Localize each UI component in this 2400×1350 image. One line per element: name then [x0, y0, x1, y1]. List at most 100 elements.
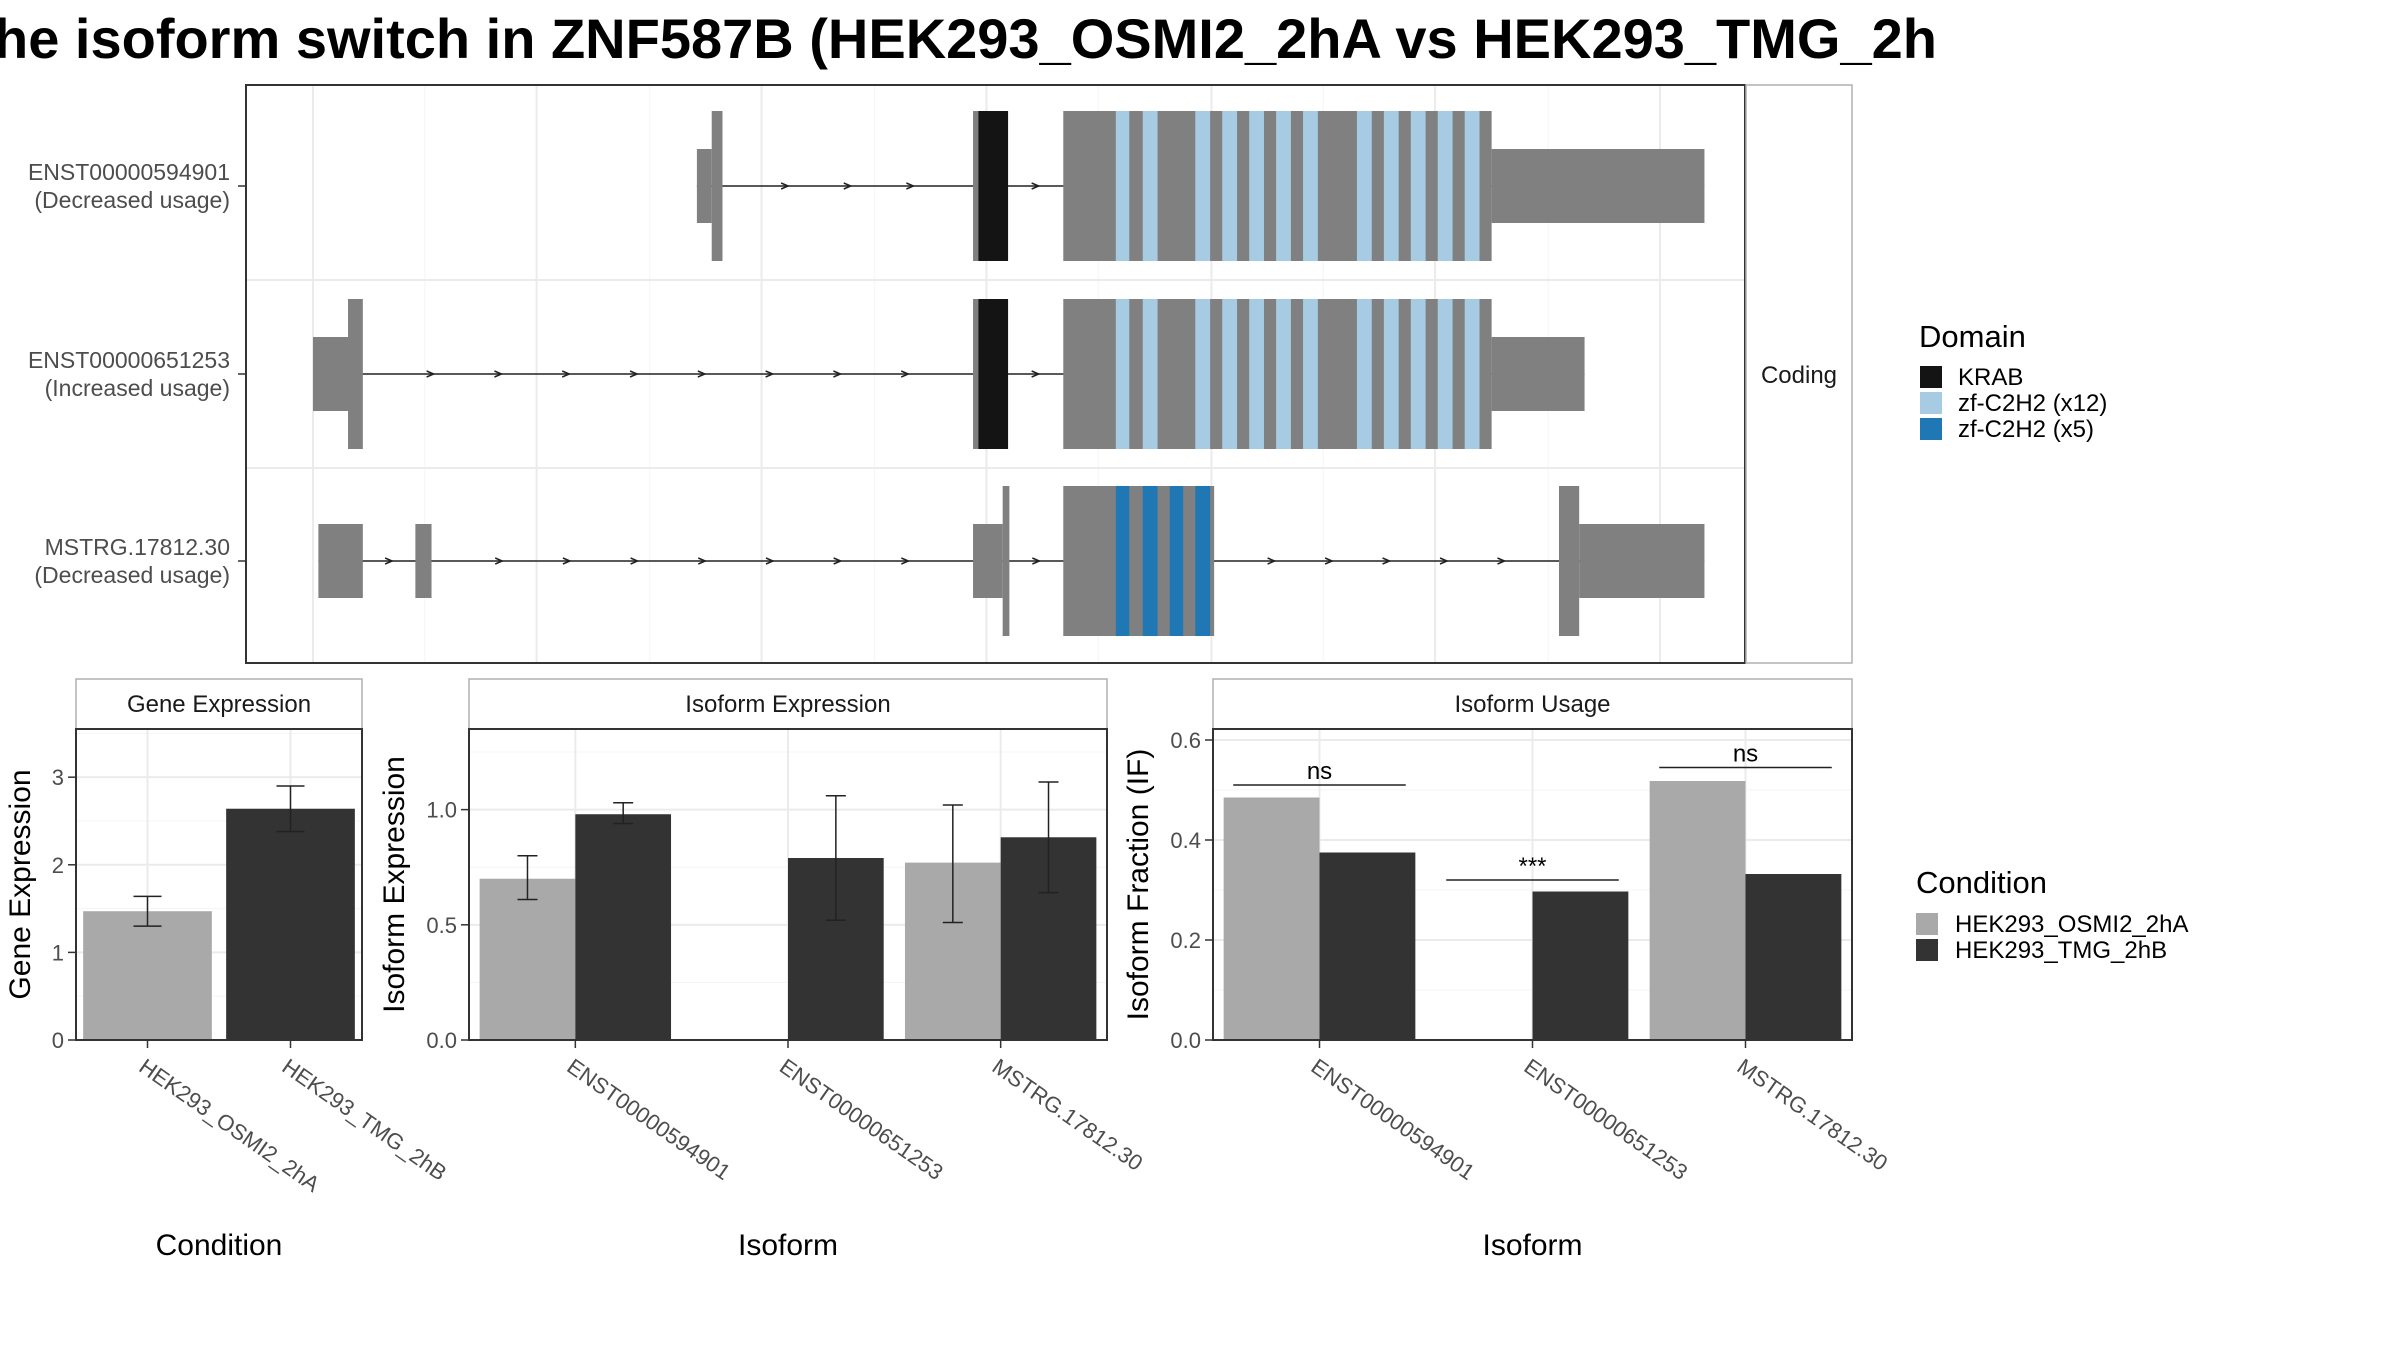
- domain-block: [1195, 111, 1211, 261]
- y-tick-label: 0.6: [1170, 728, 1201, 753]
- direction-arrow: [630, 557, 640, 565]
- legend-domain-label: zf-C2H2 (x12): [1958, 390, 2107, 417]
- domain-block: [1410, 111, 1426, 261]
- exon-block: [1579, 524, 1705, 598]
- domain-block: [1169, 486, 1184, 636]
- figure-title: he isoform switch in ZNF587B (HEK293_OSM…: [0, 7, 1937, 70]
- direction-arrow: [843, 182, 853, 190]
- exon-block: [973, 524, 1003, 598]
- exon-block: [1491, 337, 1585, 411]
- direction-arrow: [1382, 557, 1392, 565]
- domain-block: [978, 111, 1009, 261]
- direction-arrow: [629, 370, 639, 378]
- direction-arrow: [494, 557, 505, 565]
- significance-label: ***: [1518, 853, 1546, 880]
- domain-block: [1276, 299, 1291, 449]
- direction-arrow: [833, 370, 843, 378]
- exon-block: [1063, 486, 1215, 636]
- domain-block: [1115, 111, 1130, 261]
- bar: [575, 814, 672, 1040]
- legend-domain-swatch: [1920, 392, 1942, 414]
- y-tick-label: 0.5: [426, 913, 457, 938]
- domain-block: [1115, 299, 1130, 449]
- direction-arrow: [494, 370, 504, 378]
- direction-arrow: [697, 557, 708, 565]
- direction-arrow: [1439, 557, 1449, 565]
- domain-block: [1222, 111, 1238, 261]
- bar: [1223, 797, 1320, 1040]
- x-axis-title: Isoform: [1482, 1229, 1582, 1262]
- direction-arrow: [765, 557, 775, 565]
- domain-block: [1142, 111, 1158, 261]
- strip-label: Gene Expression: [127, 691, 311, 718]
- exon-block: [348, 299, 363, 449]
- exon-block: [313, 337, 349, 411]
- y-axis-title: Gene Expression: [4, 769, 37, 999]
- bar: [1319, 852, 1416, 1040]
- legend-domain-swatch: [1920, 418, 1942, 440]
- direction-arrow: [562, 557, 572, 565]
- legend-condition-title: Condition: [1916, 865, 2047, 900]
- domain-block: [1303, 299, 1318, 449]
- plot-border: [75, 728, 363, 1041]
- bar: [83, 911, 212, 1040]
- direction-arrow: [901, 557, 911, 565]
- y-tick-label: 0.4: [1170, 828, 1201, 853]
- isoform-label-id: MSTRG.17812.30: [45, 534, 230, 560]
- domain-block: [1142, 486, 1158, 636]
- y-axis-title: Isoform Expression: [378, 756, 411, 1013]
- domain-block: [1383, 111, 1399, 261]
- isoform-label-id: ENST00000594901: [28, 159, 230, 185]
- y-tick-label: 0.0: [1170, 1028, 1201, 1053]
- y-tick-label: 0.0: [426, 1028, 457, 1053]
- strip-background: [1212, 678, 1853, 730]
- direction-arrow: [1031, 370, 1041, 378]
- strip-background: [75, 678, 363, 730]
- exon-block: [1491, 149, 1705, 223]
- legend-condition-label: HEK293_TMG_2hB: [1955, 937, 2167, 964]
- y-tick-label: 0: [52, 1028, 64, 1053]
- direction-arrow: [765, 370, 775, 378]
- x-axis-title: Condition: [156, 1229, 283, 1262]
- domain-block: [1195, 486, 1211, 636]
- legend-domain-label: KRAB: [1958, 364, 2023, 391]
- bar: [1745, 874, 1842, 1040]
- x-tick-label: ENST00000651253: [1520, 1054, 1693, 1185]
- domain-block: [1464, 111, 1480, 261]
- domain-block: [1142, 299, 1158, 449]
- x-tick-label: ENST00000594901: [1307, 1054, 1480, 1185]
- bar: [1532, 891, 1629, 1040]
- legend-condition-label: HEK293_OSMI2_2hA: [1955, 911, 2188, 938]
- domain-block: [1437, 111, 1453, 261]
- plot-border: [245, 84, 1746, 664]
- x-axis-title: Isoform: [738, 1229, 838, 1262]
- domain-block: [1115, 486, 1130, 636]
- domain-block: [1303, 111, 1318, 261]
- strip-label: Isoform Expression: [685, 691, 890, 718]
- x-tick-label: MSTRG.17812.30: [988, 1054, 1148, 1176]
- y-tick-label: 3: [52, 765, 64, 790]
- domain-block: [1249, 299, 1264, 449]
- isoform-usage-panel: Isoform Usage 0.0 0.2 0.4 0.6 ns *** ns ENST0000…: [1122, 678, 1892, 1262]
- x-tick-label: ENST00000594901: [562, 1054, 735, 1185]
- domain-block: [1464, 299, 1480, 449]
- strip-label: Coding: [1761, 362, 1837, 389]
- domain-block: [978, 299, 1009, 449]
- legend-domain-swatch: [1920, 366, 1942, 388]
- direction-arrow: [384, 557, 395, 565]
- direction-arrow: [1032, 557, 1042, 565]
- significance-label: ns: [1307, 758, 1332, 785]
- direction-arrow: [906, 182, 916, 190]
- isoform-label-usage: (Decreased usage): [34, 562, 230, 588]
- isoform-label-usage: (Increased usage): [45, 375, 230, 401]
- direction-arrow: [697, 370, 707, 378]
- isoform-label-usage: (Decreased usage): [34, 187, 230, 213]
- bar: [479, 878, 576, 1040]
- bar: [226, 808, 355, 1040]
- strip-background: [1745, 84, 1853, 664]
- domain-block: [1195, 299, 1211, 449]
- direction-arrow: [426, 370, 436, 378]
- legend-condition-swatch: [1916, 939, 1938, 961]
